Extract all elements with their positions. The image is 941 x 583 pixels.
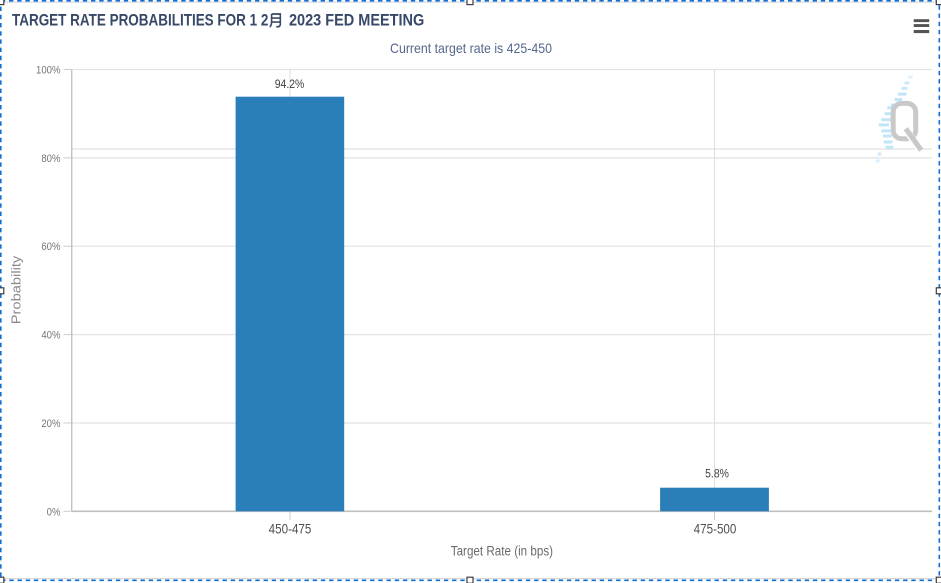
svg-text:Probability: Probability (8, 256, 23, 325)
svg-text:450-475: 450-475 (269, 522, 312, 537)
svg-text:20%: 20% (41, 418, 60, 430)
svg-text:Target Rate (in bps): Target Rate (in bps) (451, 544, 553, 559)
svg-text:2023 FED MEETING: 2023 FED MEETING (289, 12, 424, 30)
svg-text:5.8%: 5.8% (705, 468, 729, 481)
svg-text:TARGET RATE PROBABILITIES FOR: TARGET RATE PROBABILITIES FOR 1 2 (12, 13, 268, 30)
svg-text:Current target rate is 425-450: Current target rate is 425-450 (390, 40, 552, 56)
svg-text:475-500: 475-500 (694, 522, 737, 537)
svg-text:80%: 80% (41, 153, 60, 165)
svg-text:60%: 60% (41, 242, 60, 254)
svg-text:0%: 0% (47, 507, 61, 519)
svg-text:40%: 40% (41, 330, 60, 342)
svg-text:94.2%: 94.2% (275, 79, 305, 92)
svg-text:100%: 100% (36, 65, 60, 77)
